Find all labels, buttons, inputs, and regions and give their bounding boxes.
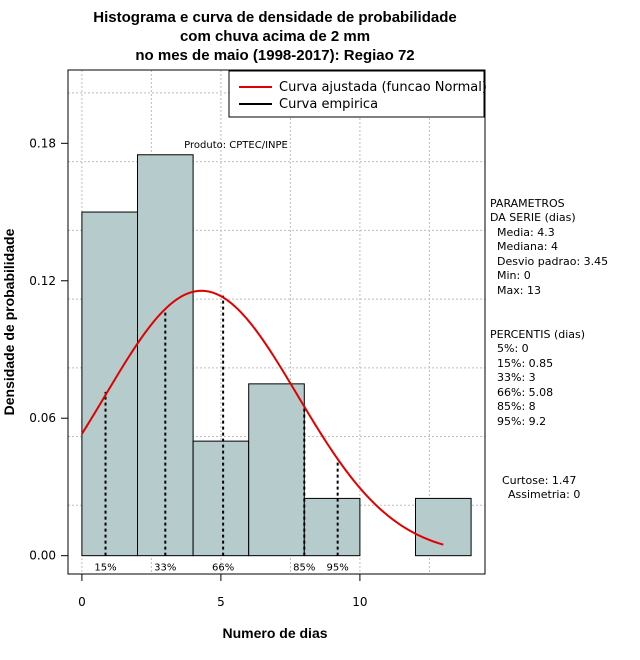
- percentis-line: PERCENTIS (dias): [490, 328, 585, 341]
- legend-entry-normal: Curva ajustada (funcao Normal): [279, 80, 487, 95]
- percentis-line: 66%: 5.08: [497, 386, 553, 399]
- y-tick-label: 0.06: [29, 411, 56, 425]
- y-axis-title: Densidade de probabilidade: [1, 228, 17, 415]
- axes: 0.00 0.06 0.12 0.18 0 5 10: [29, 136, 367, 609]
- kurtosis-text: Curtose: 1.47: [502, 474, 576, 487]
- normal-curve: [81, 289, 444, 546]
- legend: Curva ajustada (funcao Normal) Curva emp…: [228, 70, 487, 118]
- y-tick-label: 0.12: [29, 274, 56, 288]
- x-tick-label: 10: [352, 595, 367, 609]
- histogram-bars: [81, 154, 472, 557]
- histogram-bar: [248, 383, 305, 557]
- params-line: PARAMETROS: [490, 197, 565, 210]
- params-line: Min: 0: [497, 269, 531, 282]
- params-line: Max: 13: [497, 284, 541, 297]
- legend-box: [228, 70, 485, 118]
- params-line: DA SERIE (dias): [490, 211, 576, 224]
- series-parameters-panel: PARAMETROS DA SERIE (dias) Media: 4.3 Me…: [490, 197, 608, 297]
- params-line: Media: 4.3: [497, 226, 555, 239]
- y-tick-label: 0.18: [29, 136, 56, 150]
- histogram-bar: [415, 497, 472, 557]
- percentis-line: 95%: 9.2: [497, 415, 546, 428]
- histogram-bar: [303, 497, 361, 557]
- title-line-2: com chuva acima de 2 mm: [180, 28, 370, 45]
- x-axis-title: Numero de dias: [222, 625, 327, 641]
- chart-title: Histograma e curva de densidade de proba…: [93, 9, 456, 64]
- params-line: Mediana: 4: [497, 240, 558, 253]
- percentiles-panel: PERCENTIS (dias) 5%: 0 15%: 0.85 33%: 3 …: [490, 328, 585, 428]
- skewness-text: Assimetria: 0: [508, 488, 580, 501]
- percentile-markers: 15% 33% 66% 85% 95%: [94, 295, 349, 574]
- x-tick-label: 0: [78, 595, 86, 609]
- percentile-label: 15%: [94, 563, 116, 574]
- title-line-3: no mes de maio (1998-2017): Regiao 72: [135, 47, 414, 64]
- normal-curve-path: [81, 289, 444, 546]
- title-line-1: Histograma e curva de densidade de proba…: [93, 9, 456, 26]
- histogram-bar: [81, 211, 138, 557]
- params-line: Desvio padrao: 3.45: [497, 255, 608, 268]
- percentis-line: 15%: 0.85: [497, 357, 553, 370]
- product-credit: Produto: CPTEC/INPE: [184, 140, 288, 151]
- percentis-line: 85%: 8: [497, 400, 536, 413]
- y-tick-label: 0.00: [29, 549, 56, 563]
- percentile-label: 95%: [327, 563, 349, 574]
- percentis-line: 5%: 0: [497, 342, 529, 355]
- percentile-label: 85%: [293, 563, 315, 574]
- percentile-label: 33%: [154, 563, 176, 574]
- legend-entry-empirical: Curva empirica: [279, 97, 378, 112]
- x-tick-label: 5: [217, 595, 225, 609]
- shape-stats-panel: Curtose: 1.47 Assimetria: 0: [502, 474, 580, 501]
- percentile-label: 66%: [212, 563, 234, 574]
- percentis-line: 33%: 3: [497, 371, 536, 384]
- histogram-bar: [192, 440, 250, 557]
